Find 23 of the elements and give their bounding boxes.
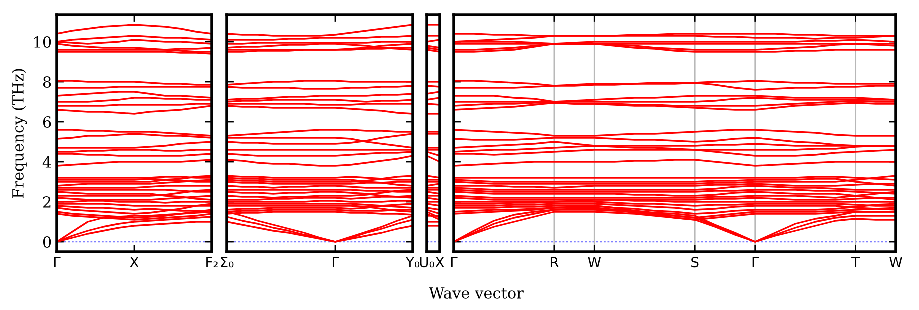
y-tick-label: 10 [34, 36, 52, 48]
x-tick-label: Γ [54, 257, 61, 268]
y-tick-label: 6 [43, 116, 52, 128]
x-tick-label: X [436, 257, 444, 268]
x-tick-label: Σ₀ [221, 257, 234, 268]
y-tick-label: 0 [43, 236, 52, 248]
x-tick-label: R [550, 257, 559, 268]
y-tick-label: 4 [42, 156, 52, 168]
x-tick-label: T [852, 257, 860, 268]
x-tick-label: Γ [332, 257, 340, 268]
x-tick-label: Γ [752, 257, 760, 268]
x-tick-label: W [890, 257, 902, 268]
x-tick-label: F₂ [206, 257, 218, 268]
x-tick-label: W [588, 257, 602, 268]
y-axis-title: Frequency (THz) [12, 69, 28, 198]
x-tick-label: S [692, 257, 699, 268]
x-tick-label: Γ [451, 257, 458, 268]
x-tick-label: U₀ [420, 257, 434, 268]
y-tick-label: 2 [43, 196, 51, 208]
x-axis-title: Wave vector [429, 288, 524, 299]
y-tick-label: 8 [43, 76, 52, 88]
x-tick-label: X [130, 257, 139, 268]
x-tick-label: Y₀ [406, 257, 420, 268]
